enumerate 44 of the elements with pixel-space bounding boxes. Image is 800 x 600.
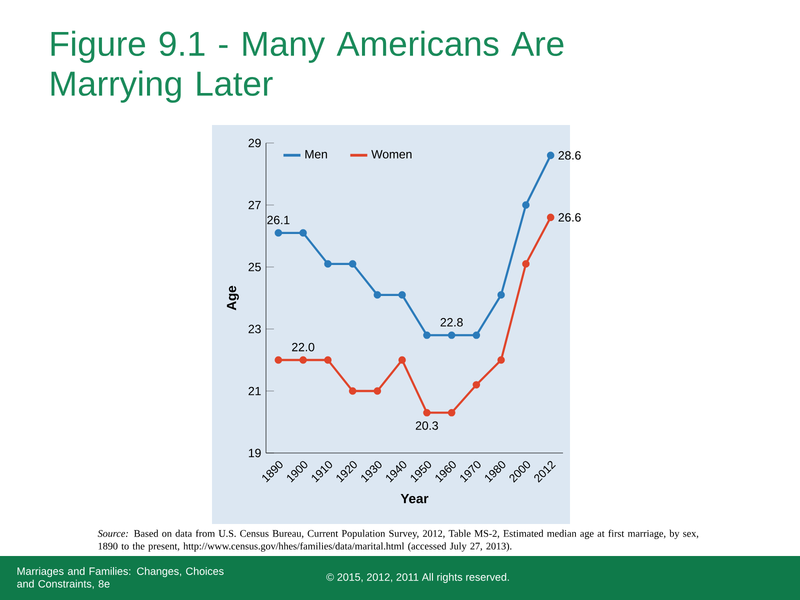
- point: [274, 229, 282, 237]
- point: [274, 356, 282, 364]
- text: Marriages and Families: Changes, Choices and Constraints, 8e: [17, 567, 224, 589]
- point: [546, 152, 554, 160]
- x-axis-title: Year: [400, 494, 428, 504]
- y-tick-label: 27: [248, 200, 261, 210]
- point: [448, 408, 456, 416]
- point: [398, 291, 406, 299]
- point: [472, 331, 480, 339]
- point: [348, 387, 356, 395]
- point: [448, 331, 456, 339]
- point: [423, 408, 431, 416]
- legend-label: Women: [371, 150, 412, 158]
- y-tick-label: 21: [248, 386, 261, 396]
- point: [423, 331, 431, 339]
- data-label: 22.8: [440, 318, 463, 327]
- data-label: 28.6: [558, 151, 581, 160]
- point: [472, 381, 480, 389]
- point: [374, 387, 382, 395]
- data-label: 22.0: [292, 342, 314, 352]
- text: Source: Based on data from U.S. Census Bureau, Current Population Survey, 2012, Table MS-2, Estimated median age at first marriage, by sex, 1890 to the present, http://www.census.gov/hhes/families/data/marital.html (accessed July 27, 2013).: [98, 530, 698, 552]
- point: [497, 356, 505, 364]
- y-tick-label: 25: [248, 262, 261, 272]
- data-label: 26.6: [558, 213, 581, 222]
- legend-label: Men: [305, 150, 327, 158]
- y-axis-title: Age: [226, 286, 239, 310]
- text: © 2015, 2012, 2011 All rights reserved.: [326, 573, 509, 583]
- point: [398, 356, 406, 364]
- data-label: 26.1: [267, 216, 290, 224]
- point: [546, 214, 554, 222]
- point: [299, 356, 307, 364]
- point: [497, 291, 505, 299]
- point: [299, 229, 307, 237]
- point: [374, 291, 382, 299]
- point: [348, 260, 356, 268]
- point: [522, 201, 530, 209]
- point: [324, 260, 332, 268]
- y-tick-label: 29: [248, 138, 261, 148]
- y-tick-label: 23: [248, 324, 261, 334]
- point: [522, 260, 530, 268]
- chart-title: Figure 9.1 - Many Americans Are Marrying Later: [52, 30, 564, 103]
- point: [324, 356, 332, 364]
- y-tick-label: 19: [248, 448, 261, 458]
- data-label: 20.3: [416, 421, 438, 430]
